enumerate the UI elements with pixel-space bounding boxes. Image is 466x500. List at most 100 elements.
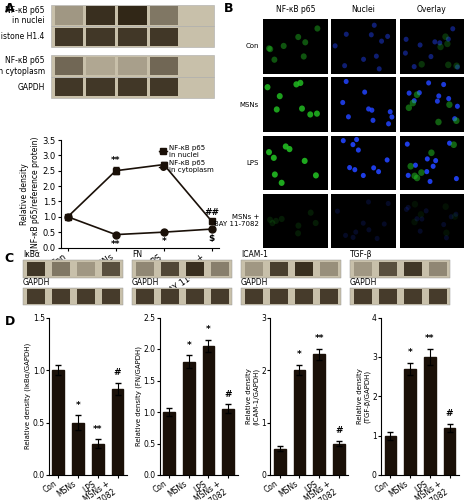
Circle shape bbox=[313, 172, 319, 178]
Circle shape bbox=[279, 216, 285, 222]
Bar bbox=[150, 28, 178, 46]
Bar bbox=[333, 444, 345, 475]
Circle shape bbox=[414, 174, 420, 182]
Circle shape bbox=[410, 100, 416, 106]
Bar bbox=[274, 449, 286, 475]
Text: **: ** bbox=[315, 334, 324, 344]
Circle shape bbox=[445, 62, 452, 68]
Bar bbox=[400, 136, 464, 190]
Circle shape bbox=[446, 36, 451, 42]
Bar bbox=[404, 290, 422, 304]
Circle shape bbox=[297, 80, 303, 86]
Circle shape bbox=[390, 114, 394, 119]
Bar bbox=[350, 288, 450, 306]
Circle shape bbox=[406, 104, 412, 111]
Text: LPS: LPS bbox=[247, 160, 259, 166]
Text: #: # bbox=[225, 390, 232, 399]
Circle shape bbox=[362, 90, 367, 94]
Circle shape bbox=[414, 216, 419, 222]
Circle shape bbox=[347, 165, 352, 170]
Bar bbox=[270, 262, 288, 276]
Circle shape bbox=[277, 93, 283, 100]
Y-axis label: Relative density (IκBα/GAPDH): Relative density (IκBα/GAPDH) bbox=[25, 343, 31, 450]
Text: GAPDH: GAPDH bbox=[350, 278, 377, 286]
Text: $: $ bbox=[209, 234, 215, 243]
Text: TGF-β: TGF-β bbox=[350, 250, 372, 259]
Bar bbox=[320, 290, 338, 304]
Bar bbox=[350, 260, 450, 278]
Circle shape bbox=[281, 43, 287, 49]
Circle shape bbox=[418, 169, 425, 176]
Bar bbox=[186, 262, 204, 276]
Circle shape bbox=[376, 169, 381, 174]
Circle shape bbox=[342, 63, 347, 68]
Bar bbox=[23, 288, 123, 306]
Text: Nuclei: Nuclei bbox=[352, 6, 376, 15]
Bar bbox=[203, 346, 214, 475]
Text: *: * bbox=[76, 400, 81, 409]
Bar bbox=[331, 194, 396, 248]
Circle shape bbox=[414, 92, 420, 98]
Bar bbox=[86, 6, 115, 25]
Text: NF-κB p65
in cytoplasm: NF-κB p65 in cytoplasm bbox=[0, 56, 45, 76]
Bar bbox=[132, 288, 232, 306]
Bar bbox=[429, 290, 447, 304]
Bar bbox=[52, 290, 70, 304]
Circle shape bbox=[441, 82, 446, 87]
Circle shape bbox=[442, 34, 449, 40]
Circle shape bbox=[350, 142, 356, 147]
Circle shape bbox=[411, 172, 418, 179]
Text: IκBα: IκBα bbox=[23, 250, 40, 259]
Circle shape bbox=[418, 228, 423, 234]
Bar bbox=[263, 78, 328, 132]
Bar bbox=[51, 56, 214, 76]
Bar bbox=[404, 262, 422, 276]
Circle shape bbox=[407, 90, 411, 96]
Bar bbox=[72, 422, 84, 475]
Text: *: * bbox=[297, 350, 302, 359]
Circle shape bbox=[315, 26, 320, 32]
Circle shape bbox=[447, 140, 452, 146]
Bar bbox=[186, 290, 204, 304]
Circle shape bbox=[302, 158, 308, 164]
Circle shape bbox=[405, 142, 410, 146]
Circle shape bbox=[453, 62, 460, 69]
Bar bbox=[55, 78, 83, 96]
Bar bbox=[320, 262, 338, 276]
Circle shape bbox=[370, 118, 376, 123]
Bar bbox=[136, 290, 154, 304]
Bar bbox=[294, 370, 305, 475]
Text: FN: FN bbox=[132, 250, 142, 259]
Circle shape bbox=[377, 66, 382, 71]
Bar bbox=[245, 262, 263, 276]
Circle shape bbox=[455, 64, 460, 70]
Text: #: # bbox=[335, 426, 343, 436]
Circle shape bbox=[372, 22, 377, 28]
Circle shape bbox=[412, 201, 418, 207]
Circle shape bbox=[428, 150, 435, 156]
Text: D: D bbox=[5, 315, 15, 328]
Bar bbox=[263, 136, 328, 190]
Circle shape bbox=[433, 158, 438, 163]
Circle shape bbox=[344, 79, 349, 84]
Text: C: C bbox=[5, 252, 14, 266]
Circle shape bbox=[350, 235, 356, 240]
Bar bbox=[211, 262, 229, 276]
Text: GAPDH: GAPDH bbox=[132, 278, 159, 286]
Circle shape bbox=[299, 106, 305, 112]
Bar bbox=[331, 136, 396, 190]
Circle shape bbox=[379, 38, 384, 44]
Bar bbox=[55, 6, 83, 25]
Circle shape bbox=[388, 109, 393, 114]
Circle shape bbox=[346, 114, 351, 119]
Bar bbox=[444, 428, 455, 475]
Bar bbox=[112, 389, 123, 475]
Circle shape bbox=[418, 42, 423, 48]
Circle shape bbox=[333, 44, 338, 49]
Circle shape bbox=[452, 213, 458, 220]
Bar bbox=[102, 290, 120, 304]
Bar bbox=[313, 354, 325, 475]
Text: *: * bbox=[161, 238, 166, 246]
Text: NF-κB p65
in nuclei: NF-κB p65 in nuclei bbox=[5, 6, 45, 25]
Bar bbox=[424, 357, 436, 475]
